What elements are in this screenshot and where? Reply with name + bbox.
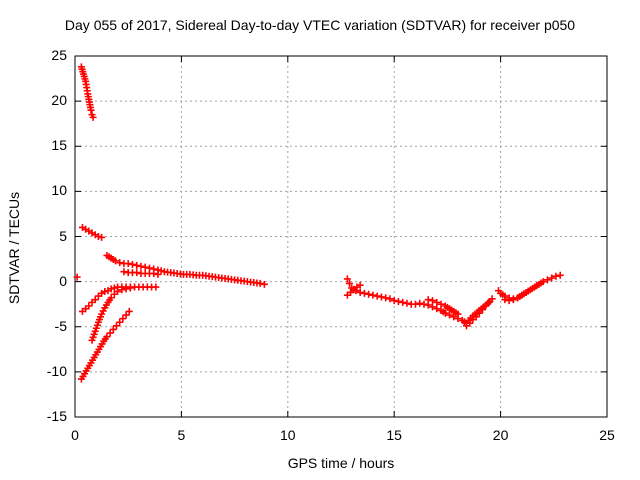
data-point (109, 325, 117, 333)
data-point (73, 273, 81, 281)
data-point (454, 310, 462, 318)
data-point (141, 263, 149, 271)
data-point (120, 268, 128, 276)
data-point (377, 293, 385, 301)
data-point (543, 276, 551, 284)
data-point (386, 295, 394, 303)
data-point (126, 284, 134, 292)
data-point (152, 283, 160, 291)
data-point (356, 288, 364, 296)
data-point (429, 303, 437, 311)
data-point (548, 274, 556, 282)
data-point (424, 296, 432, 304)
chart-title: Day 055 of 2017, Sidereal Day-to-day VTE… (64, 17, 576, 33)
data-point (403, 299, 411, 307)
data-point (433, 305, 441, 313)
data-point (128, 260, 136, 268)
y-tick-label: 5 (59, 227, 67, 244)
data-point (260, 280, 268, 288)
data-point (518, 291, 526, 299)
data-point (154, 270, 162, 278)
data-point (446, 311, 454, 319)
data-point (111, 257, 119, 265)
data-point (116, 259, 124, 267)
data-point (356, 281, 364, 289)
data-point (106, 329, 114, 337)
x-axis-label: GPS time / hours (287, 455, 395, 471)
data-point (112, 322, 120, 330)
data-point (509, 296, 517, 304)
x-tick-label: 20 (492, 427, 509, 443)
data-point (122, 285, 130, 293)
data-points (73, 63, 564, 383)
x-tick-label: 10 (280, 427, 296, 443)
data-point (116, 318, 124, 326)
data-point (365, 290, 373, 298)
data-point (556, 271, 564, 279)
data-point (157, 267, 165, 275)
data-point (382, 294, 390, 302)
data-point (411, 300, 419, 308)
data-point (416, 299, 424, 307)
data-point (124, 260, 132, 268)
y-tick-label: -5 (54, 317, 67, 334)
data-point (110, 284, 118, 292)
data-point (505, 297, 513, 305)
data-point (94, 233, 102, 240)
data-point (125, 307, 133, 315)
data-point (119, 315, 127, 323)
data-point (373, 292, 381, 300)
data-point (150, 270, 158, 278)
data-point (552, 272, 560, 280)
data-point (98, 233, 106, 241)
grid-lines (75, 56, 607, 417)
data-point (107, 285, 115, 293)
data-point (103, 333, 111, 341)
data-point (85, 302, 93, 310)
data-point (441, 309, 449, 317)
x-tick-label: 15 (386, 427, 402, 443)
data-point (394, 297, 402, 305)
data-point (122, 311, 130, 319)
data-point (433, 298, 441, 306)
data-point (114, 288, 122, 296)
y-tick-label: -15 (46, 408, 67, 424)
x-tick-label: 5 (177, 427, 186, 443)
y-tick-label: 15 (51, 137, 67, 154)
y-axis-label: SDTVAR / TECUs (6, 191, 22, 305)
y-tick-label: -10 (46, 362, 67, 379)
data-point (420, 300, 428, 308)
data-point (390, 297, 398, 305)
data-point (87, 106, 95, 114)
data-point (101, 288, 109, 296)
data-point (256, 279, 264, 287)
data-point (346, 279, 354, 287)
data-point (539, 278, 547, 286)
data-point (399, 298, 407, 306)
data-point (118, 286, 126, 294)
x-tick-label: 25 (599, 427, 615, 443)
data-point (501, 296, 509, 304)
y-tick-label: 10 (51, 182, 67, 199)
data-point (91, 296, 99, 304)
data-point (137, 262, 145, 270)
data-point (133, 261, 141, 269)
y-tick-label: 0 (59, 272, 67, 289)
data-point (486, 297, 494, 305)
data-point (107, 294, 115, 302)
data-point (429, 297, 437, 305)
x-tick-label: 0 (71, 427, 79, 443)
data-point (360, 289, 368, 297)
data-point (369, 291, 377, 299)
axis-ticks (74, 55, 608, 418)
data-point (343, 275, 351, 283)
data-point (133, 269, 141, 277)
y-tick-label: 25 (51, 47, 67, 63)
data-point (437, 300, 445, 308)
data-point (89, 113, 97, 121)
y-tick-label: 20 (51, 92, 67, 109)
